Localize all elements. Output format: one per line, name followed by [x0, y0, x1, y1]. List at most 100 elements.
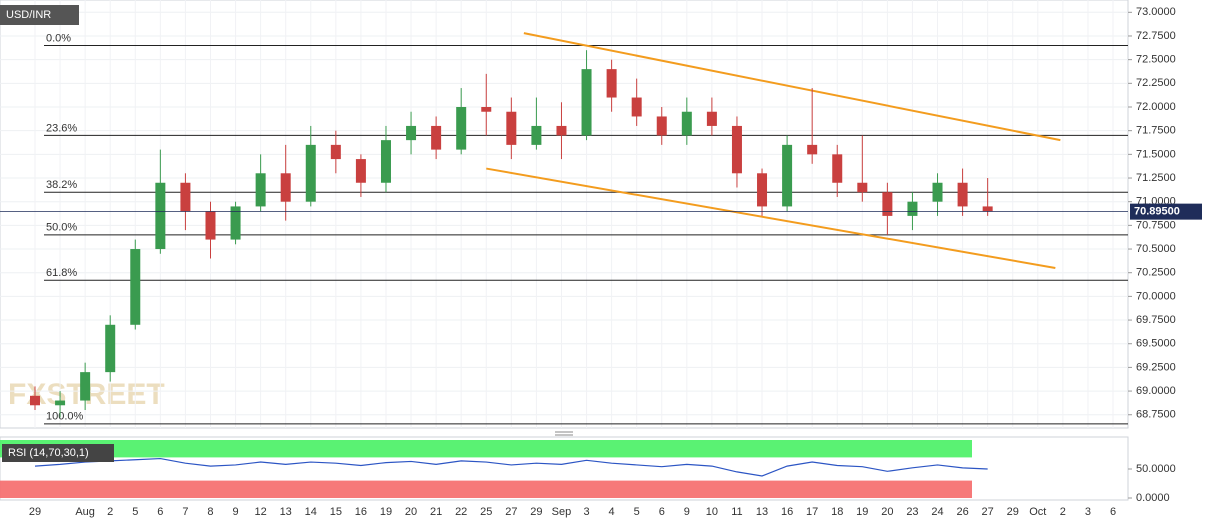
fib-label: 50.0%: [46, 222, 77, 234]
y-tick-label: 72.0000: [1136, 101, 1176, 113]
x-tick-label: 5: [132, 506, 138, 518]
y-tick-label: 69.2500: [1136, 361, 1176, 373]
y-tick-label: 73.0000: [1136, 6, 1176, 18]
fib-label: 38.2%: [46, 179, 77, 191]
candle-body: [105, 324, 116, 373]
candle: [481, 73, 492, 136]
candle: [982, 178, 993, 216]
rsi-tick-label: 50.0000: [1136, 463, 1176, 475]
y-tick-label: 69.0000: [1136, 385, 1176, 397]
candle-body: [330, 144, 341, 160]
candle-body: [305, 144, 316, 202]
candle: [30, 386, 40, 411]
x-tick-label: 12: [255, 506, 267, 518]
x-tick-label: 6: [659, 506, 665, 518]
candle-body: [631, 97, 642, 117]
candle-body: [706, 111, 717, 126]
candle: [431, 116, 442, 160]
candle: [631, 78, 642, 126]
candle: [406, 111, 417, 155]
candle: [706, 97, 717, 136]
x-tick-label: Sep: [552, 506, 572, 518]
x-tick-label: 13: [756, 506, 768, 518]
candle-body: [255, 173, 266, 207]
candle-body: [30, 395, 40, 406]
candle-body: [406, 125, 417, 141]
candle: [80, 362, 91, 411]
fib-label: 61.8%: [46, 267, 77, 279]
candle: [782, 135, 793, 212]
candle-body: [355, 159, 366, 183]
x-tick-label: 19: [380, 506, 392, 518]
y-tick-label: 71.5000: [1136, 148, 1176, 160]
candle: [280, 144, 291, 221]
candle-body: [957, 182, 968, 207]
x-tick-label: 21: [430, 506, 442, 518]
candle-body: [681, 111, 692, 136]
candle-body: [656, 116, 667, 136]
oversold-zone: [0, 480, 972, 498]
candle: [932, 173, 943, 216]
main-panel: [0, 0, 1129, 429]
candle-body: [857, 182, 868, 193]
candle: [681, 97, 692, 145]
candle: [531, 97, 542, 150]
candle-body: [932, 182, 943, 202]
candle-body: [531, 125, 542, 145]
rsi-line: [34, 457, 988, 477]
rsi-label: RSI (14,70,30,1): [8, 447, 89, 459]
candle-body: [130, 249, 141, 325]
candle: [230, 201, 241, 245]
candle: [832, 144, 843, 197]
candle-body: [55, 400, 66, 406]
x-tick-label: 8: [207, 506, 213, 518]
candle-body: [280, 173, 291, 202]
candle-body: [180, 182, 191, 212]
chart-title: USD/INR: [6, 9, 51, 21]
last-price-box: [1130, 203, 1202, 220]
x-tick-label: 10: [706, 506, 718, 518]
candle: [581, 50, 592, 141]
y-tick-label: 71.2500: [1136, 172, 1176, 184]
x-tick-label: 29: [1007, 506, 1019, 518]
candle-body: [155, 182, 166, 250]
candle: [180, 173, 191, 231]
y-tick-label: 69.7500: [1136, 314, 1176, 326]
x-tick-label: 27: [982, 506, 994, 518]
x-tick-label: 26: [956, 506, 968, 518]
x-tick-label: 25: [480, 506, 492, 518]
candle: [355, 154, 366, 197]
x-tick-label: 7: [182, 506, 188, 518]
candle-body: [832, 154, 843, 183]
y-tick-label: 72.5000: [1136, 54, 1176, 66]
x-tick-label: Aug: [75, 506, 95, 518]
x-tick-label: 9: [684, 506, 690, 518]
candle-body: [882, 192, 893, 216]
candle-body: [907, 201, 918, 216]
candle-body: [581, 69, 592, 136]
y-tick-label: 70.5000: [1136, 243, 1176, 255]
fib-label: 0.0%: [46, 32, 71, 44]
x-tick-label: 29: [530, 506, 542, 518]
y-tick-label: 70.0000: [1136, 290, 1176, 302]
x-tick-label: 22: [455, 506, 467, 518]
x-tick-label: 23: [906, 506, 918, 518]
candle-body: [731, 125, 742, 174]
candle: [807, 88, 818, 164]
x-tick-label: 14: [305, 506, 317, 518]
candle-body: [782, 144, 793, 207]
x-tick-label: 2: [107, 506, 113, 518]
y-tick-label: 72.2500: [1136, 77, 1176, 89]
candle-body: [230, 206, 241, 240]
candle: [155, 149, 166, 254]
candle-body: [757, 173, 768, 207]
candle-body: [556, 125, 567, 136]
x-tick-label: 6: [157, 506, 163, 518]
candle: [506, 97, 517, 160]
candle: [205, 201, 216, 259]
x-tick-label: 24: [931, 506, 943, 518]
candle: [305, 125, 316, 207]
trendline: [486, 167, 1056, 269]
